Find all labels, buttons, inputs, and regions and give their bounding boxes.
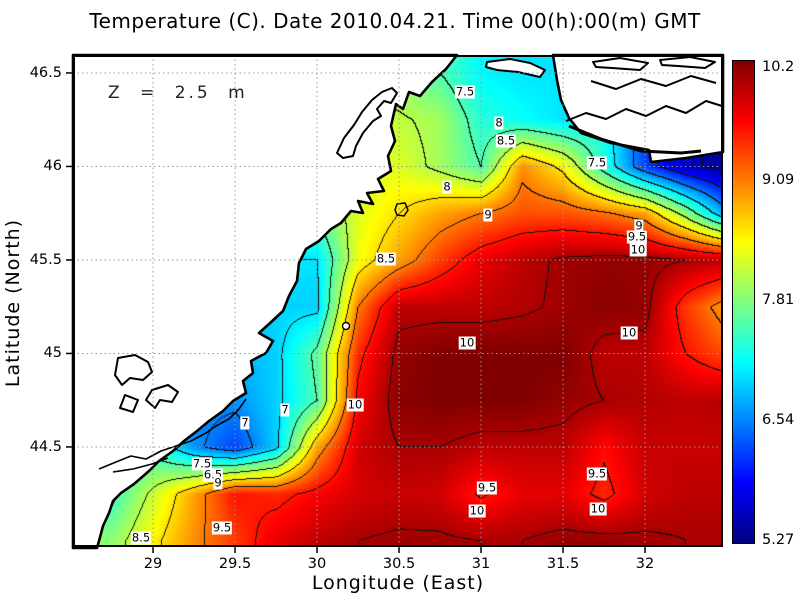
x-tick-label: 29.5 (218, 556, 252, 572)
contour-label: 10 (620, 325, 638, 340)
lake-outline (485, 58, 546, 78)
y-tick-label: 46 (43, 158, 62, 175)
plot-frame (73, 55, 723, 547)
land-polygon (71, 53, 459, 550)
contour-label: 9.5 (626, 229, 648, 244)
contour-label: 7.5 (454, 84, 476, 99)
contour-label: 8 (494, 115, 504, 130)
lake-outline (119, 394, 139, 413)
river-line (565, 100, 723, 122)
station-marker (341, 321, 351, 331)
contour-label: 9 (213, 475, 223, 490)
y-tick-label: 45.5 (29, 251, 62, 268)
colorbar-tick-label: 9.09 (762, 172, 795, 188)
island-outline (394, 202, 409, 217)
land-polygon (551, 53, 725, 164)
x-tick-label: 32 (635, 556, 655, 572)
contour-label: 8.5 (130, 530, 152, 545)
contour-label: 9 (634, 218, 644, 233)
river-line (112, 457, 169, 473)
contour-label: 9 (483, 207, 493, 222)
colorbar-tick-label: 5.27 (762, 532, 795, 548)
contour-label: 10 (629, 242, 647, 257)
chart-title: Temperature (C). Date 2010.04.21. Time 0… (89, 9, 701, 33)
y-tick-label: 45 (43, 345, 62, 362)
map-overlay (66, 53, 725, 553)
lake-outline (114, 354, 153, 386)
contour-label: 7.5 (586, 155, 608, 170)
contour-label: 9.5 (586, 466, 608, 481)
contour-label: 9.5 (211, 520, 233, 535)
contour-label: 8.5 (495, 133, 517, 148)
contour-label: 7.5 (191, 456, 213, 471)
colorbar-tick-label: 7.81 (762, 292, 795, 308)
colorbar-tick-label: 10.2 (762, 59, 795, 75)
contour-label: 7 (240, 415, 250, 430)
contour-label: 7 (280, 402, 290, 417)
lake-outline (592, 57, 649, 71)
lake-outline (145, 384, 179, 409)
river-line (590, 75, 717, 90)
x-tick-label: 30.5 (382, 556, 416, 572)
river-line (568, 124, 702, 155)
contour-label: 10 (468, 503, 486, 518)
colorbar-tick-label: 6.54 (762, 412, 795, 428)
lake-outline (336, 87, 398, 159)
contour-label: 10 (458, 335, 476, 350)
x-tick-label: 31 (471, 556, 491, 572)
x-tick-label: 30 (307, 556, 327, 572)
depth-annotation: Z = 2.5 m (108, 83, 248, 103)
x-axis-label: Longitude (East) (311, 572, 485, 594)
contour-label: 8 (442, 179, 452, 194)
plot-area (66, 53, 725, 553)
contour-label: 9.5 (476, 480, 498, 495)
contour-label: 10 (346, 397, 364, 412)
y-axis-label: Latitude (North) (2, 218, 24, 388)
y-tick-label: 44.5 (29, 438, 62, 455)
y-tick-label: 46.5 (29, 64, 62, 81)
contour-label: 10 (589, 501, 607, 516)
x-tick-label: 31.5 (546, 556, 580, 572)
river-line (98, 398, 247, 470)
contour-label: 8.5 (375, 251, 397, 266)
colorbar (732, 60, 755, 544)
x-tick-label: 29 (143, 556, 163, 572)
